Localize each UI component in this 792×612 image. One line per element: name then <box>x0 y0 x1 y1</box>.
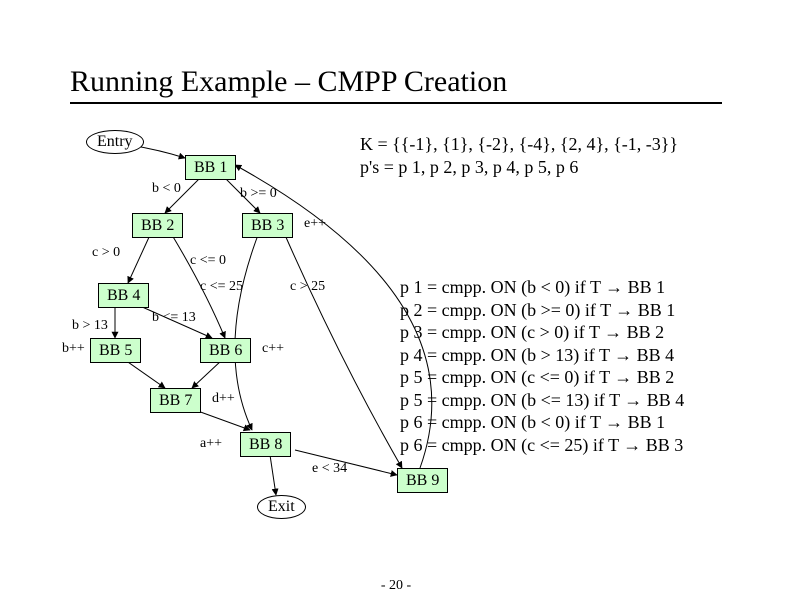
k-set-text: K = {{-1}, {1}, {-2}, {-4}, {2, 4}, {-1,… <box>360 133 678 178</box>
edge-label-c-gt-25: c > 25 <box>290 279 325 295</box>
cmpp-line: p 4 = cmpp. ON (b > 13) if T → BB 4 <box>400 344 684 367</box>
side-label-cpp: c++ <box>262 341 284 357</box>
cmpp-block: p 1 = cmpp. ON (b < 0) if T → BB 1 p 2 =… <box>400 276 684 456</box>
bb5-node: BB 5 <box>90 338 141 363</box>
entry-node: Entry <box>86 130 144 154</box>
cmpp-line: p 6 = cmpp. ON (b < 0) if T → BB 1 <box>400 411 684 434</box>
bb9-node: BB 9 <box>397 468 448 493</box>
bb7-node: BB 7 <box>150 388 201 413</box>
cmpp-line: p 2 = cmpp. ON (b >= 0) if T → BB 1 <box>400 299 684 322</box>
cmpp-line: p 3 = cmpp. ON (c > 0) if T → BB 2 <box>400 321 684 344</box>
cmpp-line: p 1 = cmpp. ON (b < 0) if T → BB 1 <box>400 276 684 299</box>
cmpp-line: p 5 = cmpp. ON (b <= 13) if T → BB 4 <box>400 389 684 412</box>
bb8-node: BB 8 <box>240 432 291 457</box>
edge-label-b-le-13: b <= 13 <box>152 310 196 326</box>
exit-node: Exit <box>257 495 306 519</box>
edge-label-c-gt-0: c > 0 <box>92 245 120 261</box>
bb3-node: BB 3 <box>242 213 293 238</box>
bb2-node: BB 2 <box>132 213 183 238</box>
side-label-dpp: d++ <box>212 391 235 407</box>
bb6-node: BB 6 <box>200 338 251 363</box>
side-label-epp: e++ <box>304 216 326 232</box>
edge-label-b-lt-0: b < 0 <box>152 181 181 197</box>
cmpp-line: p 6 = cmpp. ON (c <= 25) if T → BB 3 <box>400 434 684 457</box>
edge-label-e-lt-34: e < 34 <box>312 461 347 477</box>
page-title: Running Example – CMPP Creation <box>70 65 507 99</box>
ps-line: p's = p 1, p 2, p 3, p 4, p 5, p 6 <box>360 156 678 179</box>
cmpp-line: p 5 = cmpp. ON (c <= 0) if T → BB 2 <box>400 366 684 389</box>
bb4-node: BB 4 <box>98 283 149 308</box>
k-line: K = {{-1}, {1}, {-2}, {-4}, {2, 4}, {-1,… <box>360 133 678 156</box>
side-label-app: a++ <box>200 436 222 452</box>
edge-label-c-le-0: c <= 0 <box>190 253 226 269</box>
slide: Running Example – CMPP Creation <box>0 0 792 612</box>
side-label-bpp: b++ <box>62 341 85 357</box>
title-underline <box>70 102 722 104</box>
bb1-node: BB 1 <box>185 155 236 180</box>
edge-label-b-ge-0: b >= 0 <box>240 186 277 202</box>
edge-label-c-le-25: c <= 25 <box>200 279 243 295</box>
page-number: - 20 - <box>0 578 792 594</box>
edge-label-b-gt-13: b > 13 <box>72 318 108 334</box>
